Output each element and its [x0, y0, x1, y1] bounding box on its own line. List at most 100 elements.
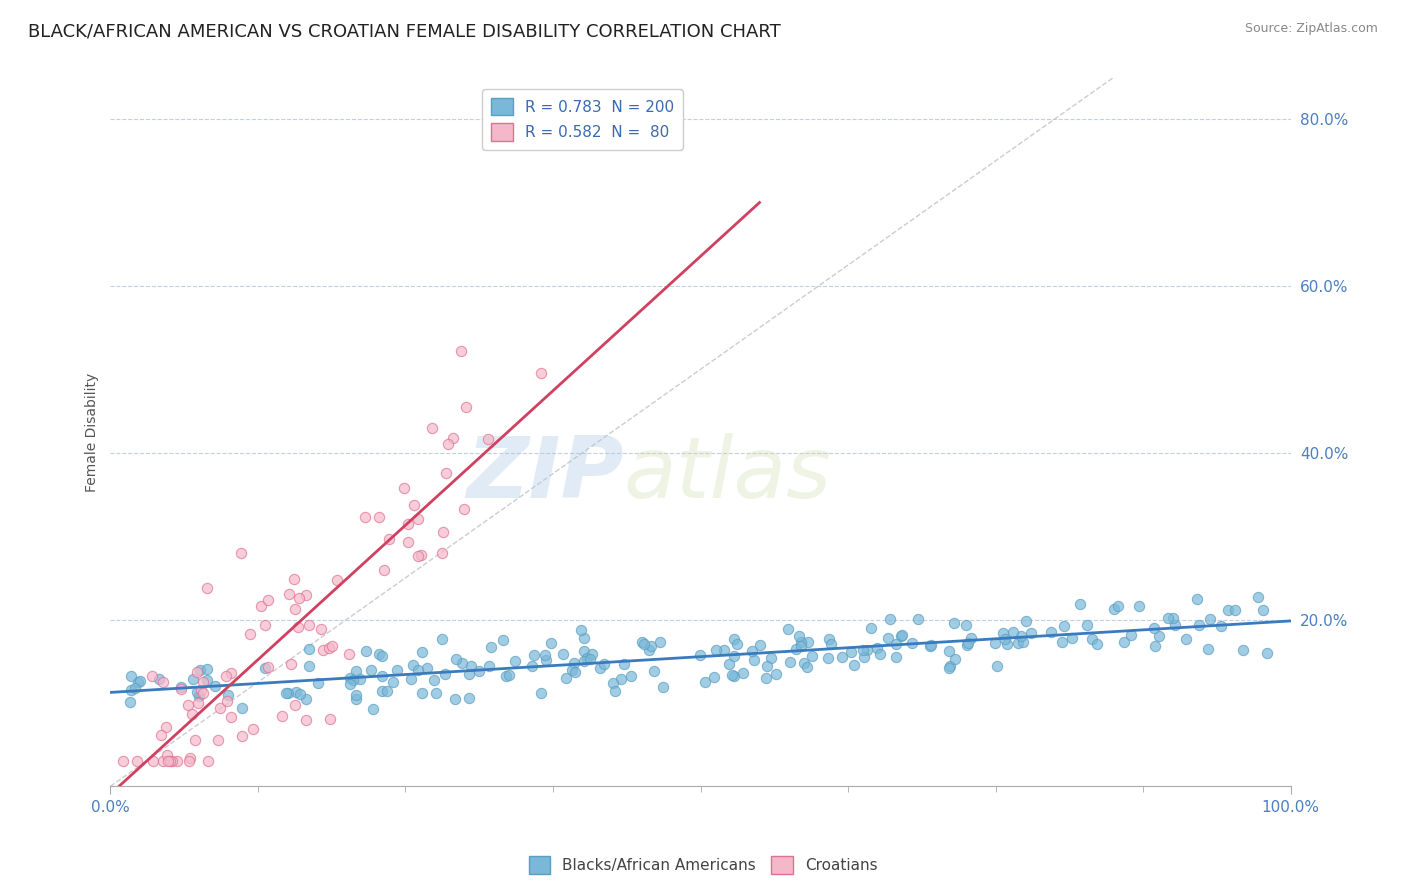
Point	[179, 751, 201, 765]
Point	[938, 660, 960, 674]
Point	[406, 549, 429, 564]
Point	[186, 684, 208, 698]
Point	[160, 755, 183, 769]
Point	[741, 644, 763, 658]
Point	[360, 663, 382, 677]
Point	[779, 655, 801, 669]
Point	[884, 637, 907, 651]
Point	[1069, 597, 1091, 611]
Point	[290, 687, 312, 701]
Point	[111, 755, 134, 769]
Point	[425, 686, 447, 700]
Point	[984, 636, 1007, 650]
Point	[721, 668, 744, 682]
Point	[652, 680, 675, 694]
Point	[533, 648, 555, 663]
Point	[274, 686, 297, 700]
Point	[177, 698, 200, 712]
Point	[564, 657, 586, 671]
Point	[256, 593, 278, 607]
Point	[831, 649, 853, 664]
Point	[295, 588, 318, 602]
Point	[498, 668, 520, 682]
Legend: R = 0.783  N = 200, R = 0.582  N =  80: R = 0.783 N = 200, R = 0.582 N = 80	[482, 88, 683, 150]
Point	[955, 617, 977, 632]
Point	[280, 657, 302, 672]
Point	[756, 658, 779, 673]
Point	[432, 524, 454, 539]
Point	[733, 666, 755, 681]
Text: Source: ZipAtlas.com: Source: ZipAtlas.com	[1244, 22, 1378, 36]
Point	[1156, 611, 1178, 625]
Point	[576, 650, 599, 665]
Point	[884, 649, 907, 664]
Point	[156, 748, 179, 763]
Point	[284, 685, 307, 699]
Point	[581, 647, 603, 661]
Point	[613, 657, 636, 672]
Point	[631, 635, 654, 649]
Point	[450, 343, 472, 358]
Point	[423, 673, 446, 687]
Point	[1128, 599, 1150, 613]
Point	[1085, 637, 1108, 651]
Point	[460, 659, 482, 673]
Point	[787, 629, 810, 643]
Point	[344, 688, 367, 702]
Point	[204, 679, 226, 693]
Point	[208, 701, 231, 715]
Point	[367, 648, 389, 662]
Point	[723, 668, 745, 682]
Point	[297, 618, 319, 632]
Point	[994, 632, 1017, 647]
Point	[371, 669, 394, 683]
Point	[1232, 643, 1254, 657]
Text: ZIP: ZIP	[467, 433, 624, 516]
Point	[991, 625, 1014, 640]
Point	[416, 661, 439, 675]
Point	[901, 636, 924, 650]
Legend: Blacks/African Americans, Croatians: Blacks/African Americans, Croatians	[523, 850, 883, 880]
Point	[856, 643, 879, 657]
Point	[129, 674, 152, 689]
Point	[818, 632, 841, 646]
Point	[695, 675, 717, 690]
Point	[564, 665, 586, 680]
Point	[1223, 603, 1246, 617]
Point	[371, 649, 394, 664]
Point	[1161, 611, 1184, 625]
Point	[793, 656, 815, 670]
Point	[1121, 628, 1143, 642]
Point	[444, 652, 467, 666]
Point	[399, 672, 422, 686]
Point	[354, 509, 377, 524]
Point	[723, 648, 745, 663]
Point	[422, 421, 444, 435]
Point	[354, 644, 377, 658]
Point	[744, 653, 766, 667]
Point	[939, 659, 962, 673]
Point	[321, 639, 343, 653]
Point	[186, 665, 208, 680]
Point	[785, 641, 807, 656]
Point	[339, 677, 361, 691]
Point	[337, 647, 360, 661]
Point	[371, 684, 394, 698]
Point	[288, 591, 311, 605]
Point	[159, 755, 181, 769]
Point	[404, 498, 426, 512]
Point	[166, 755, 188, 769]
Point	[432, 632, 454, 646]
Point	[170, 681, 193, 696]
Point	[195, 581, 218, 595]
Point	[920, 639, 942, 653]
Point	[180, 707, 202, 722]
Point	[458, 666, 481, 681]
Point	[1197, 641, 1219, 656]
Point	[120, 695, 142, 709]
Point	[907, 611, 929, 625]
Point	[142, 755, 165, 769]
Point	[759, 650, 782, 665]
Point	[589, 661, 612, 675]
Point	[254, 661, 277, 675]
